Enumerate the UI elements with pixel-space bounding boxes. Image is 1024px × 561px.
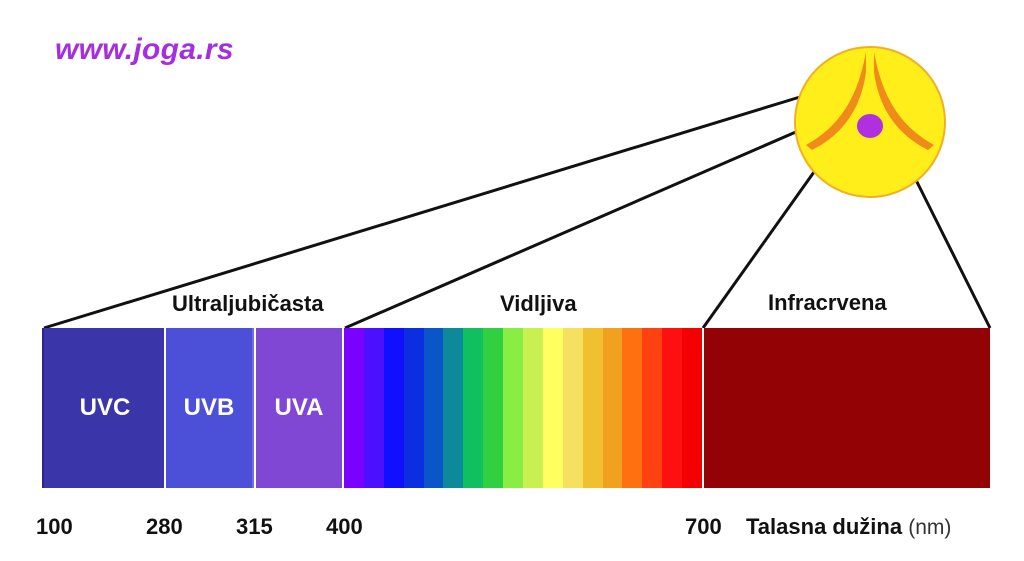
- visible-stripe-10: [542, 328, 563, 488]
- visible-stripe-17: [682, 328, 703, 488]
- ray-line-ir-right: [914, 179, 992, 329]
- ray-line-ir-left: [701, 171, 816, 329]
- visible-stripe-8: [503, 328, 524, 488]
- axis-title: Talasna dužina (nm): [746, 514, 951, 540]
- ray-line-uv-right: [344, 126, 806, 330]
- uva-visible-divider: [342, 328, 344, 488]
- logo-dot: [857, 114, 883, 138]
- visible-stripe-13: [602, 328, 623, 488]
- visible-stripe-3: [403, 328, 424, 488]
- visible-stripe-4: [423, 328, 444, 488]
- ultraviolet-label: Ultraljubičasta: [172, 291, 324, 316]
- tick-100: 100: [36, 514, 73, 539]
- visible-stripe-14: [622, 328, 643, 488]
- uvc-uvb-divider: [164, 328, 166, 488]
- visible-stripe-16: [662, 328, 683, 488]
- visible-stripe-0: [344, 328, 364, 488]
- infrared-segment: [704, 328, 990, 488]
- tick-315: 315: [236, 514, 273, 539]
- spectrum-bar: UVC UVB UVA: [42, 328, 990, 488]
- visible-stripe-12: [582, 328, 603, 488]
- visible-stripe-11: [562, 328, 583, 488]
- uvb-uva-divider: [254, 328, 256, 488]
- visible-stripe-5: [443, 328, 464, 488]
- visible-ir-divider: [702, 328, 704, 488]
- logo-left-arc: [806, 52, 866, 150]
- visible-stripe-7: [483, 328, 504, 488]
- visible-stripe-9: [523, 328, 543, 488]
- tick-400: 400: [326, 514, 363, 539]
- tick-700: 700: [685, 514, 722, 539]
- uvb-segment: UVB: [166, 328, 256, 488]
- tick-280: 280: [146, 514, 183, 539]
- infrared-label: Infracrvena: [768, 290, 887, 315]
- site-url: www.joga.rs: [55, 33, 234, 66]
- visible-label: Vidljiva: [500, 291, 577, 316]
- logo-right-arc: [874, 52, 934, 150]
- visible-stripe-6: [463, 328, 484, 488]
- ray-line-uv-left: [43, 95, 801, 330]
- visible-stripe-1: [363, 328, 384, 488]
- uva-segment: UVA: [256, 328, 342, 488]
- visible-spectrum: [344, 328, 703, 488]
- axis-unit: (nm): [908, 516, 952, 539]
- axis-title-text: Talasna dužina: [746, 514, 903, 539]
- visible-stripe-2: [383, 328, 404, 488]
- uvc-segment: UVC: [42, 328, 166, 488]
- visible-stripe-15: [642, 328, 663, 488]
